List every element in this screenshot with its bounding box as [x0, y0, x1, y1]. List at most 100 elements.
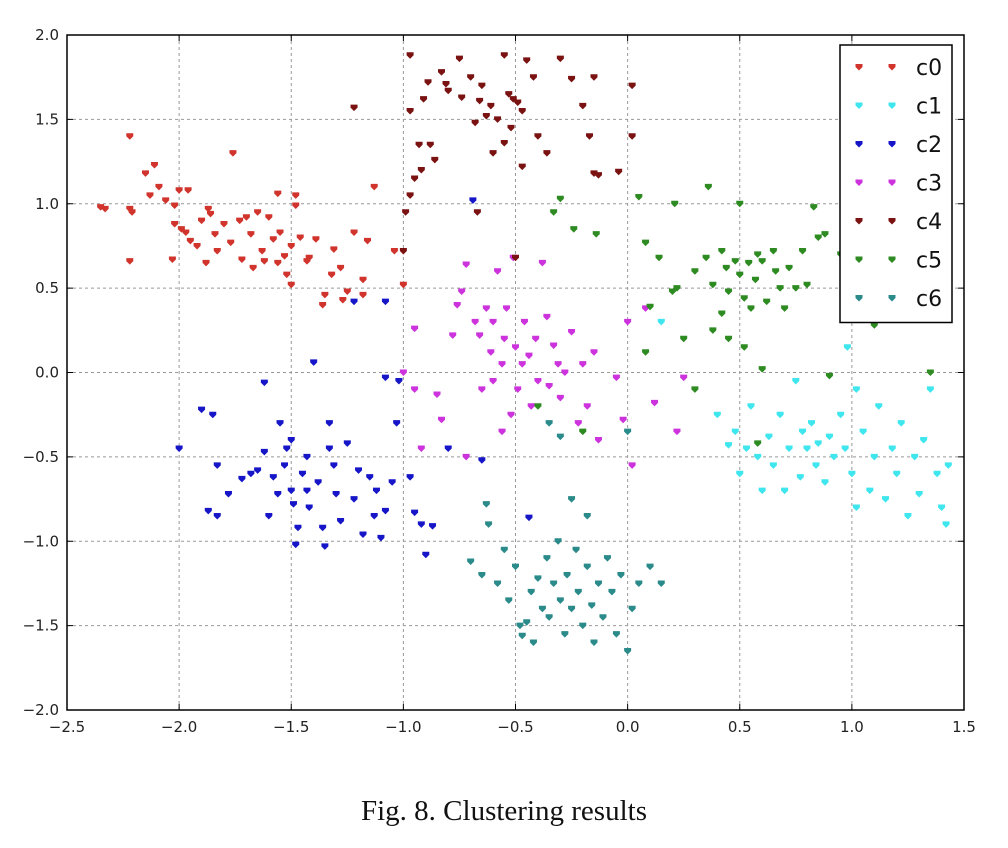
point-c0 [155, 183, 163, 191]
point-c5 [785, 264, 793, 272]
point-c5 [769, 248, 777, 255]
point-c1 [742, 445, 750, 452]
point-c2 [332, 491, 340, 498]
point-c5 [751, 276, 759, 284]
point-c2 [305, 504, 313, 511]
y-tick-label: 1.5 [35, 110, 59, 128]
point-c5 [709, 281, 717, 289]
point-c1 [830, 453, 838, 461]
point-c4 [590, 170, 598, 177]
x-tick-label: −0.5 [497, 718, 533, 736]
point-c0 [305, 254, 313, 262]
point-c2 [411, 509, 419, 517]
point-c0 [184, 187, 192, 194]
y-tick-label: 0.5 [35, 279, 59, 297]
point-c2 [366, 474, 374, 481]
legend-marker-c3 [855, 179, 863, 186]
point-c6 [529, 639, 537, 646]
point-c4 [350, 104, 358, 112]
point-c5 [745, 259, 753, 267]
point-c1 [837, 411, 845, 419]
point-c1 [808, 420, 816, 427]
point-c3 [619, 416, 627, 424]
point-c2 [372, 487, 380, 495]
point-c0 [126, 205, 134, 213]
x-tick-label: −1.0 [385, 718, 421, 736]
point-c3 [550, 342, 558, 349]
point-c1 [942, 521, 950, 528]
point-c2 [370, 512, 378, 520]
point-c1 [754, 453, 762, 461]
point-c6 [485, 521, 493, 528]
point-c4 [402, 209, 410, 216]
point-c5 [736, 271, 744, 279]
point-c5 [556, 195, 564, 203]
x-tick-label: 0.0 [616, 718, 640, 736]
point-c6 [612, 631, 620, 638]
point-c3 [579, 361, 587, 368]
point-c1 [825, 433, 833, 441]
point-c5 [776, 285, 784, 292]
legend-marker-c4 [855, 218, 863, 225]
legend-label: c5 [916, 249, 942, 274]
legend-marker-c6 [855, 295, 863, 302]
point-c0 [198, 217, 206, 225]
point-c2 [325, 420, 333, 427]
point-c6 [624, 428, 632, 436]
point-c1 [725, 442, 733, 449]
point-c0 [328, 271, 336, 279]
point-c1 [821, 479, 829, 486]
point-c2 [209, 411, 217, 419]
legend-marker-c4 [888, 218, 896, 225]
point-c5 [718, 248, 726, 255]
point-c3 [399, 369, 407, 376]
point-c0 [213, 248, 221, 255]
point-c0 [211, 231, 219, 238]
point-c3 [411, 325, 419, 333]
legend-label: c3 [916, 172, 942, 197]
point-c1 [765, 433, 773, 441]
point-c2 [343, 440, 351, 447]
point-c6 [556, 597, 564, 604]
point-c3 [673, 428, 681, 436]
point-c2 [310, 359, 318, 366]
point-c6 [608, 588, 616, 596]
point-c6 [574, 588, 582, 596]
point-c3 [437, 416, 445, 424]
point-c0 [168, 256, 176, 263]
point-c4 [500, 52, 508, 59]
point-c2 [213, 512, 221, 520]
point-c5 [754, 440, 762, 447]
point-c4 [590, 74, 598, 81]
point-c1 [859, 428, 867, 436]
y-tick-label: −1.0 [23, 532, 59, 550]
point-c3 [478, 386, 486, 393]
point-c4 [628, 82, 636, 90]
point-c0 [359, 276, 367, 284]
point-c6 [628, 605, 636, 613]
point-c2 [287, 437, 295, 444]
point-c4 [437, 69, 445, 76]
point-c3 [489, 377, 497, 385]
point-c0 [247, 231, 255, 238]
point-c2 [276, 420, 284, 427]
point-c5 [747, 305, 755, 312]
point-c4 [568, 75, 576, 83]
point-c6 [500, 546, 508, 554]
point-c2 [377, 534, 385, 542]
point-c2 [224, 491, 232, 498]
y-tick-label: 1.0 [35, 195, 59, 213]
point-c0 [330, 246, 338, 253]
point-c2 [298, 470, 306, 478]
point-c0 [292, 192, 300, 199]
point-c3 [498, 428, 506, 436]
point-c5 [792, 285, 800, 292]
point-c5 [731, 258, 739, 265]
point-c1 [736, 470, 744, 478]
point-c2 [265, 512, 273, 520]
point-c5 [642, 349, 650, 356]
point-c0 [182, 229, 190, 236]
grid [66, 34, 965, 711]
point-c0 [227, 239, 235, 247]
